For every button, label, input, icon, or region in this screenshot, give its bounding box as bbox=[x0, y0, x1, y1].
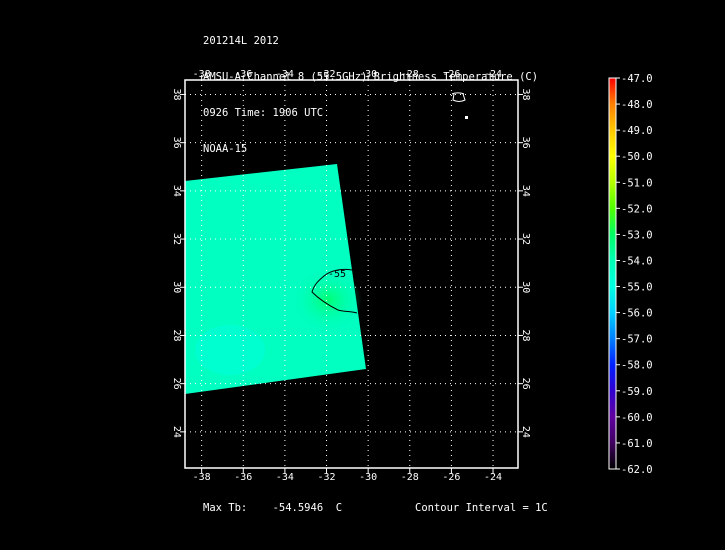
colorbar-label: -60.0 bbox=[621, 412, 653, 424]
lat-tick-right: 30 bbox=[520, 281, 531, 293]
header-satellite: NOAA-15 bbox=[203, 143, 248, 155]
lat-tick-right: 32 bbox=[520, 233, 531, 245]
lon-tick-top: -32 bbox=[317, 69, 335, 80]
lon-tick-bottom: -34 bbox=[276, 472, 294, 483]
colorbar-label: -62.0 bbox=[621, 464, 653, 476]
lat-tick-left: 24 bbox=[171, 426, 182, 438]
colorbar-label: -59.0 bbox=[621, 386, 653, 398]
lon-tick-bottom: -28 bbox=[401, 472, 419, 483]
lon-tick-top: -26 bbox=[442, 69, 460, 80]
colorbar-label: -61.0 bbox=[621, 438, 653, 450]
max-tb-value: -54.5946 bbox=[272, 502, 324, 514]
lat-tick-left: 34 bbox=[171, 185, 182, 197]
lon-tick-top: -30 bbox=[359, 69, 377, 80]
lon-tick-bottom: -32 bbox=[317, 472, 335, 483]
colorbar-label: -48.0 bbox=[621, 99, 653, 111]
max-tb: Max Tb: -54.5946 C bbox=[203, 502, 342, 514]
cool-patch bbox=[195, 325, 265, 375]
colorbar-ramp bbox=[608, 77, 617, 470]
header-time: 0926 Time: 1906 UTC bbox=[203, 107, 324, 119]
lat-tick-right: 28 bbox=[520, 329, 531, 341]
map-frame bbox=[184, 79, 519, 469]
colorbar-label: -57.0 bbox=[621, 334, 653, 346]
colorbar-label: -58.0 bbox=[621, 360, 653, 372]
colorbar-label: -55.0 bbox=[621, 282, 653, 294]
warm-core bbox=[294, 270, 362, 330]
lat-tick-left: 36 bbox=[171, 137, 182, 149]
lon-tick-top: -38 bbox=[193, 69, 211, 80]
lon-tick-bottom: -24 bbox=[484, 472, 502, 483]
colorbar-label: -56.0 bbox=[621, 308, 653, 320]
colorbar-label: -51.0 bbox=[621, 177, 653, 189]
lat-tick-left: 26 bbox=[171, 378, 182, 390]
lat-tick-right: 24 bbox=[520, 426, 531, 438]
lat-tick-right: 38 bbox=[520, 88, 531, 100]
lon-tick-bottom: -36 bbox=[234, 472, 252, 483]
max-tb-label: Max Tb: bbox=[203, 502, 248, 514]
contour-label: -55 bbox=[328, 269, 346, 280]
contour-line bbox=[311, 268, 358, 314]
colorbar-label: -47.0 bbox=[621, 73, 653, 85]
lat-tick-right: 36 bbox=[520, 137, 531, 149]
lon-tick-top: -28 bbox=[401, 69, 419, 80]
lon-tick-top: -24 bbox=[484, 69, 502, 80]
colorbar-label: -50.0 bbox=[621, 151, 653, 163]
colorbar-label: -52.0 bbox=[621, 203, 653, 215]
lat-tick-left: 38 bbox=[171, 88, 182, 100]
header-storm-id: 201214L 2012 bbox=[203, 35, 279, 47]
lat-tick-left: 30 bbox=[171, 281, 182, 293]
colorbar: -47.0 -48.0 -49.0 -50.0 -51.0 -52.0 -53.0 -54.0… bbox=[608, 73, 653, 476]
lon-tick-bottom: -30 bbox=[359, 472, 377, 483]
lat-tick-right: 34 bbox=[520, 185, 531, 197]
colorbar-label: -53.0 bbox=[621, 229, 653, 241]
coastline bbox=[451, 92, 466, 102]
lon-tick-top: -34 bbox=[276, 69, 294, 80]
lat-tick-left: 32 bbox=[171, 233, 182, 245]
island bbox=[465, 116, 468, 119]
colorbar-label: -54.0 bbox=[621, 255, 653, 267]
graticule bbox=[185, 80, 518, 468]
lat-tick-left: 28 bbox=[171, 329, 182, 341]
colorbar-label: -49.0 bbox=[621, 125, 653, 137]
contour-interval: Contour Interval = 1C bbox=[415, 502, 548, 514]
lat-tick-right: 26 bbox=[520, 378, 531, 390]
lon-tick-bottom: -38 bbox=[193, 472, 211, 483]
max-tb-unit: C bbox=[335, 502, 343, 514]
lon-tick-bottom: -26 bbox=[442, 472, 460, 483]
frame-ticks bbox=[180, 75, 523, 473]
lon-tick-top: -36 bbox=[234, 69, 252, 80]
